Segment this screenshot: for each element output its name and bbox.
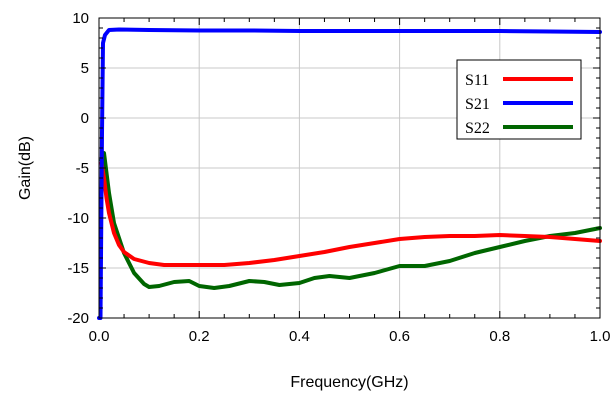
y-tick-label: 5 xyxy=(81,60,89,77)
legend-label-s21: S21 xyxy=(465,96,490,113)
y-tick-label: 10 xyxy=(72,10,89,27)
series-line-s11 xyxy=(99,161,602,267)
legend-label-s11: S11 xyxy=(465,72,489,89)
x-tick-label: 0.0 xyxy=(89,328,110,345)
y-tick-label: -20 xyxy=(67,310,89,327)
x-axis-title: Frequency(GHz) xyxy=(290,374,408,391)
x-tick-label: 0.6 xyxy=(389,328,410,345)
legend: S11 S21 S22 xyxy=(456,59,582,140)
series-line-s21 xyxy=(97,27,602,320)
x-tick-label: 0.8 xyxy=(489,328,510,345)
ticks xyxy=(98,17,601,319)
y-tick-label: 0 xyxy=(81,110,89,127)
legend-label-s22: S22 xyxy=(465,120,490,137)
x-tick-label: 1.0 xyxy=(590,328,611,345)
tick-labels: 0.0 0.2 0.4 0.6 0.8 1.0 10 5 0 -5 -10 -15 -20 xyxy=(67,10,610,345)
x-tick-label: 0.2 xyxy=(189,328,210,345)
y-tick-label: -15 xyxy=(67,260,89,277)
series-line-s22 xyxy=(99,151,602,290)
x-tick-label: 0.4 xyxy=(289,328,310,345)
y-tick-label: -10 xyxy=(67,210,89,227)
series-layer xyxy=(97,27,602,320)
y-axis-title: Gain(dB) xyxy=(17,136,34,200)
y-tick-label: -5 xyxy=(76,160,89,177)
